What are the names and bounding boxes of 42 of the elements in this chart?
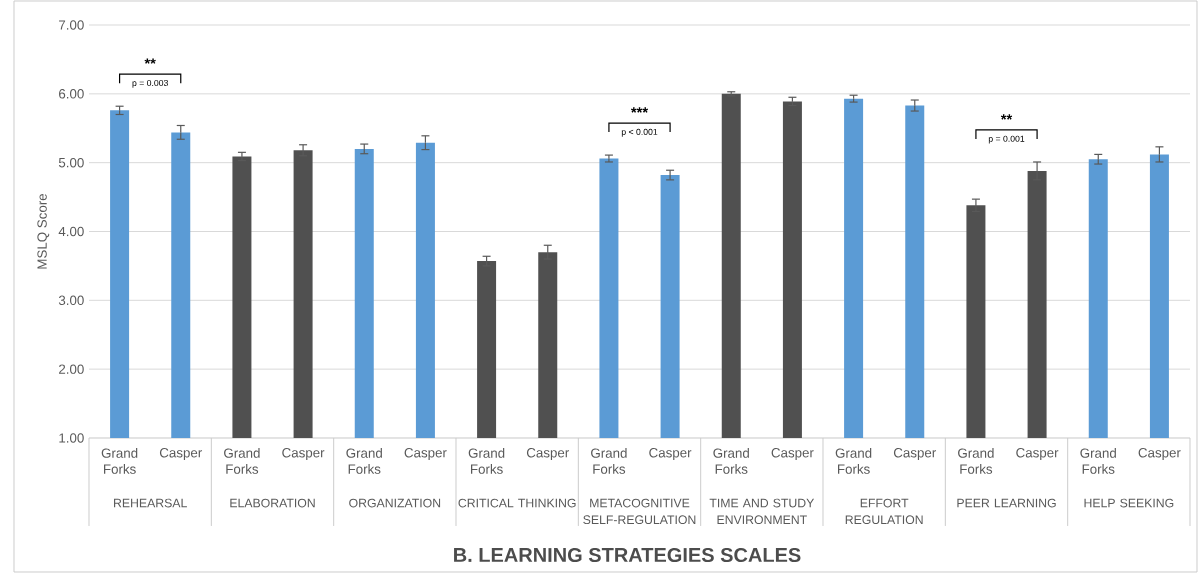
y-tick-label: 6.00 xyxy=(59,89,84,99)
annotation: ** xyxy=(144,58,156,64)
y-tick-label: 3.00 xyxy=(58,295,84,306)
text: EFFORT REGULATION xyxy=(845,498,923,525)
x-tick-label: Grand Forks xyxy=(224,448,260,474)
x-tick-label: Grand Forks xyxy=(1080,448,1116,474)
x-tick-label: Grand Forks xyxy=(346,448,382,474)
text: PEER LEARNING xyxy=(957,498,1056,508)
text: REHEARSAL xyxy=(114,498,187,508)
x-tick-label: Casper xyxy=(404,448,447,461)
annotation: p = 0.001 xyxy=(988,135,1025,144)
x-tick-label: Casper xyxy=(649,448,692,461)
text: HELP SEEKING xyxy=(1084,498,1174,508)
x-tick-label: Grand Forks xyxy=(468,448,505,474)
x-tick-label: Grand Forks xyxy=(591,448,627,474)
x-tick-label: Grand Forks xyxy=(958,448,994,474)
y-tick-label: 2.00 xyxy=(59,364,84,374)
x-tick-label: Casper xyxy=(893,448,937,461)
x-tick-label: Casper xyxy=(771,448,814,461)
x-tick-label: Grand Forks xyxy=(101,448,138,474)
text: CRITICAL THINKING xyxy=(458,498,576,508)
x-tick-label: Casper xyxy=(1138,448,1181,461)
text: ELABORATION xyxy=(230,498,315,508)
x-tick-label: Casper xyxy=(282,448,325,461)
annotation: p < 0.001 xyxy=(621,128,658,137)
text: TIME AND STUDY ENVIRONMENT xyxy=(709,498,815,525)
y-tick-label: 5.00 xyxy=(58,157,84,168)
x-tick-label: Casper xyxy=(1016,448,1059,461)
text: B. LEARNING STRATEGIES SCALES xyxy=(454,547,801,563)
text: METACOGNITIVE SELF-REGULATION xyxy=(583,498,696,525)
x-tick-label: Grand Forks xyxy=(835,448,872,474)
y-tick-label: 1.00 xyxy=(59,433,84,443)
y-axis-title: MSLQ Score xyxy=(37,193,50,269)
annotation: *** xyxy=(630,107,649,113)
annotation: ** xyxy=(1000,114,1013,120)
x-tick-label: Casper xyxy=(159,448,203,461)
x-tick-label: Casper xyxy=(526,448,570,461)
y-tick-label: 4.00 xyxy=(58,226,84,237)
annotation: p = 0.003 xyxy=(132,79,168,88)
text: ORGANIZATION xyxy=(349,498,441,508)
x-tick-label: Grand Forks xyxy=(713,448,749,474)
y-tick-label: 7.00 xyxy=(59,20,84,30)
